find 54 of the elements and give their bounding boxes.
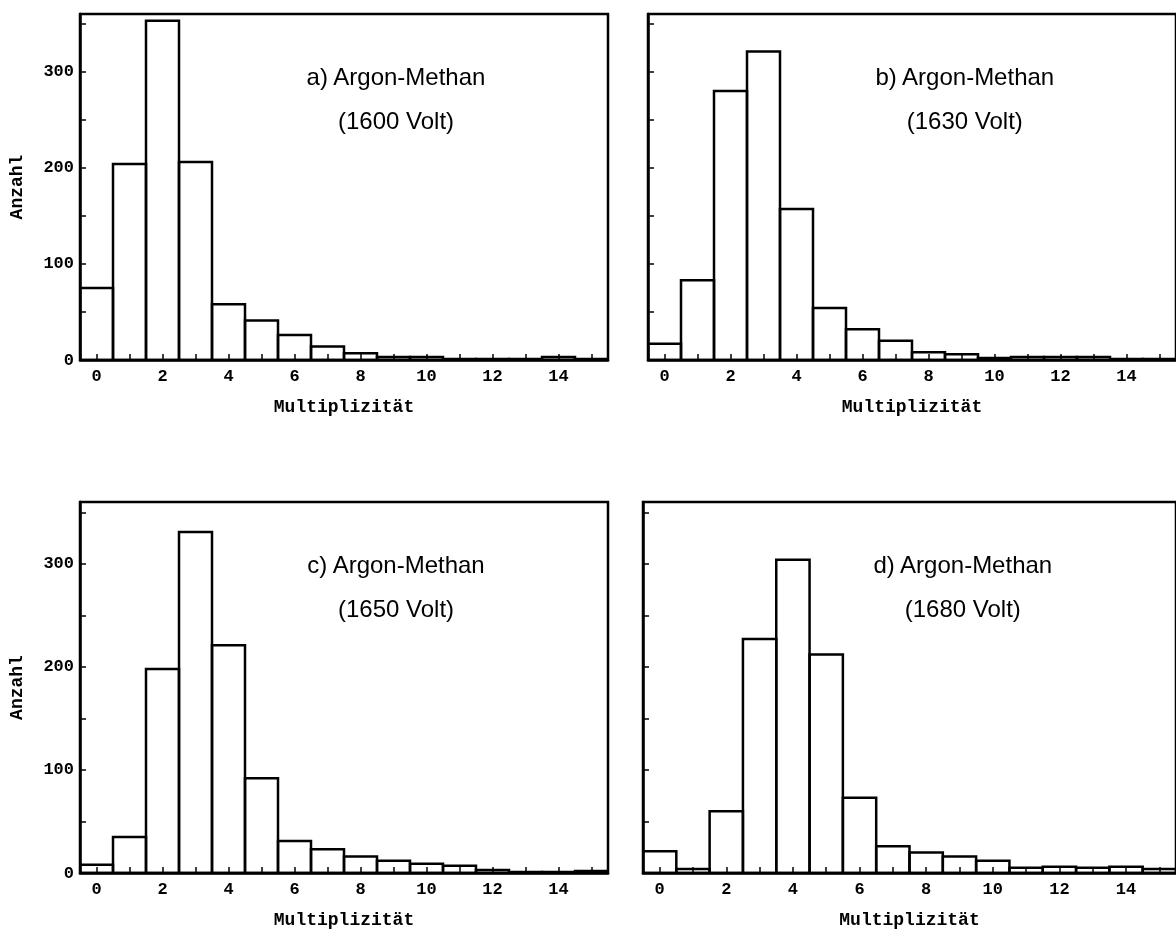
x-tick-label: 10 [416, 880, 437, 899]
x-tick-label: 8 [921, 880, 932, 899]
y-axis-title: Anzahl [7, 654, 27, 720]
x-tick-label: 12 [1050, 367, 1071, 386]
x-tick-label: 6 [289, 880, 300, 899]
y-tick-label: 300 [43, 554, 74, 574]
x-axis-title: Multiplizität [841, 397, 983, 417]
y-tick-label: 200 [43, 158, 74, 178]
x-tick-label: 4 [223, 367, 234, 386]
x-tick-label: 2 [721, 880, 732, 899]
x-tick-label: 0 [654, 880, 665, 899]
x-tick-label: 14 [548, 880, 569, 899]
y-tick-label: 0 [63, 350, 74, 370]
x-axis-title: Multiplizität [839, 910, 980, 930]
y-tick-label: 200 [43, 657, 74, 677]
annotation: (1630 Volt) [906, 106, 1023, 134]
annotation: c) Argon-Methan [307, 550, 485, 578]
x-tick-label: 14 [548, 367, 569, 386]
annotation: d) Argon-Methan [873, 550, 1053, 578]
x-tick-label: 8 [923, 367, 934, 386]
y-axis-title: Anzahl [7, 154, 27, 220]
x-tick-label: 2 [157, 367, 168, 386]
x-tick-label: 8 [355, 880, 366, 899]
x-tick-label: 0 [91, 880, 102, 899]
x-tick-label: 12 [482, 367, 503, 386]
annotation: b) Argon-Methan [875, 62, 1055, 90]
x-tick-label: 0 [659, 367, 670, 386]
x-tick-label: 14 [1115, 880, 1137, 899]
x-axis-title: Multiplizität [273, 397, 415, 417]
x-tick-label: 0 [91, 367, 102, 386]
x-tick-label: 2 [157, 880, 168, 899]
x-tick-label: 6 [857, 367, 868, 386]
annotation: a) Argon-Methan [306, 62, 486, 90]
x-tick-label: 14 [1116, 367, 1137, 386]
x-tick-label: 6 [854, 880, 865, 899]
y-tick-label: 0 [63, 863, 74, 883]
x-tick-label: 10 [982, 880, 1003, 899]
x-tick-label: 8 [355, 367, 366, 386]
annotation: (1650 Volt) [337, 594, 455, 622]
x-tick-label: 2 [725, 367, 736, 386]
x-tick-label: 4 [223, 880, 234, 899]
x-tick-label: 12 [482, 880, 503, 899]
x-tick-label: 12 [1049, 880, 1070, 899]
y-tick-label: 100 [43, 760, 74, 780]
annotation: (1680 Volt) [904, 594, 1021, 622]
x-tick-label: 10 [984, 367, 1005, 386]
annotation: (1600 Volt) [337, 106, 455, 134]
x-tick-label: 10 [416, 367, 437, 386]
x-tick-label: 6 [289, 367, 300, 386]
y-tick-label: 300 [43, 62, 74, 82]
x-axis-title: Multiplizität [273, 910, 415, 930]
y-tick-label: 100 [43, 254, 74, 274]
x-tick-label: 4 [791, 367, 802, 386]
x-tick-label: 4 [787, 880, 799, 899]
